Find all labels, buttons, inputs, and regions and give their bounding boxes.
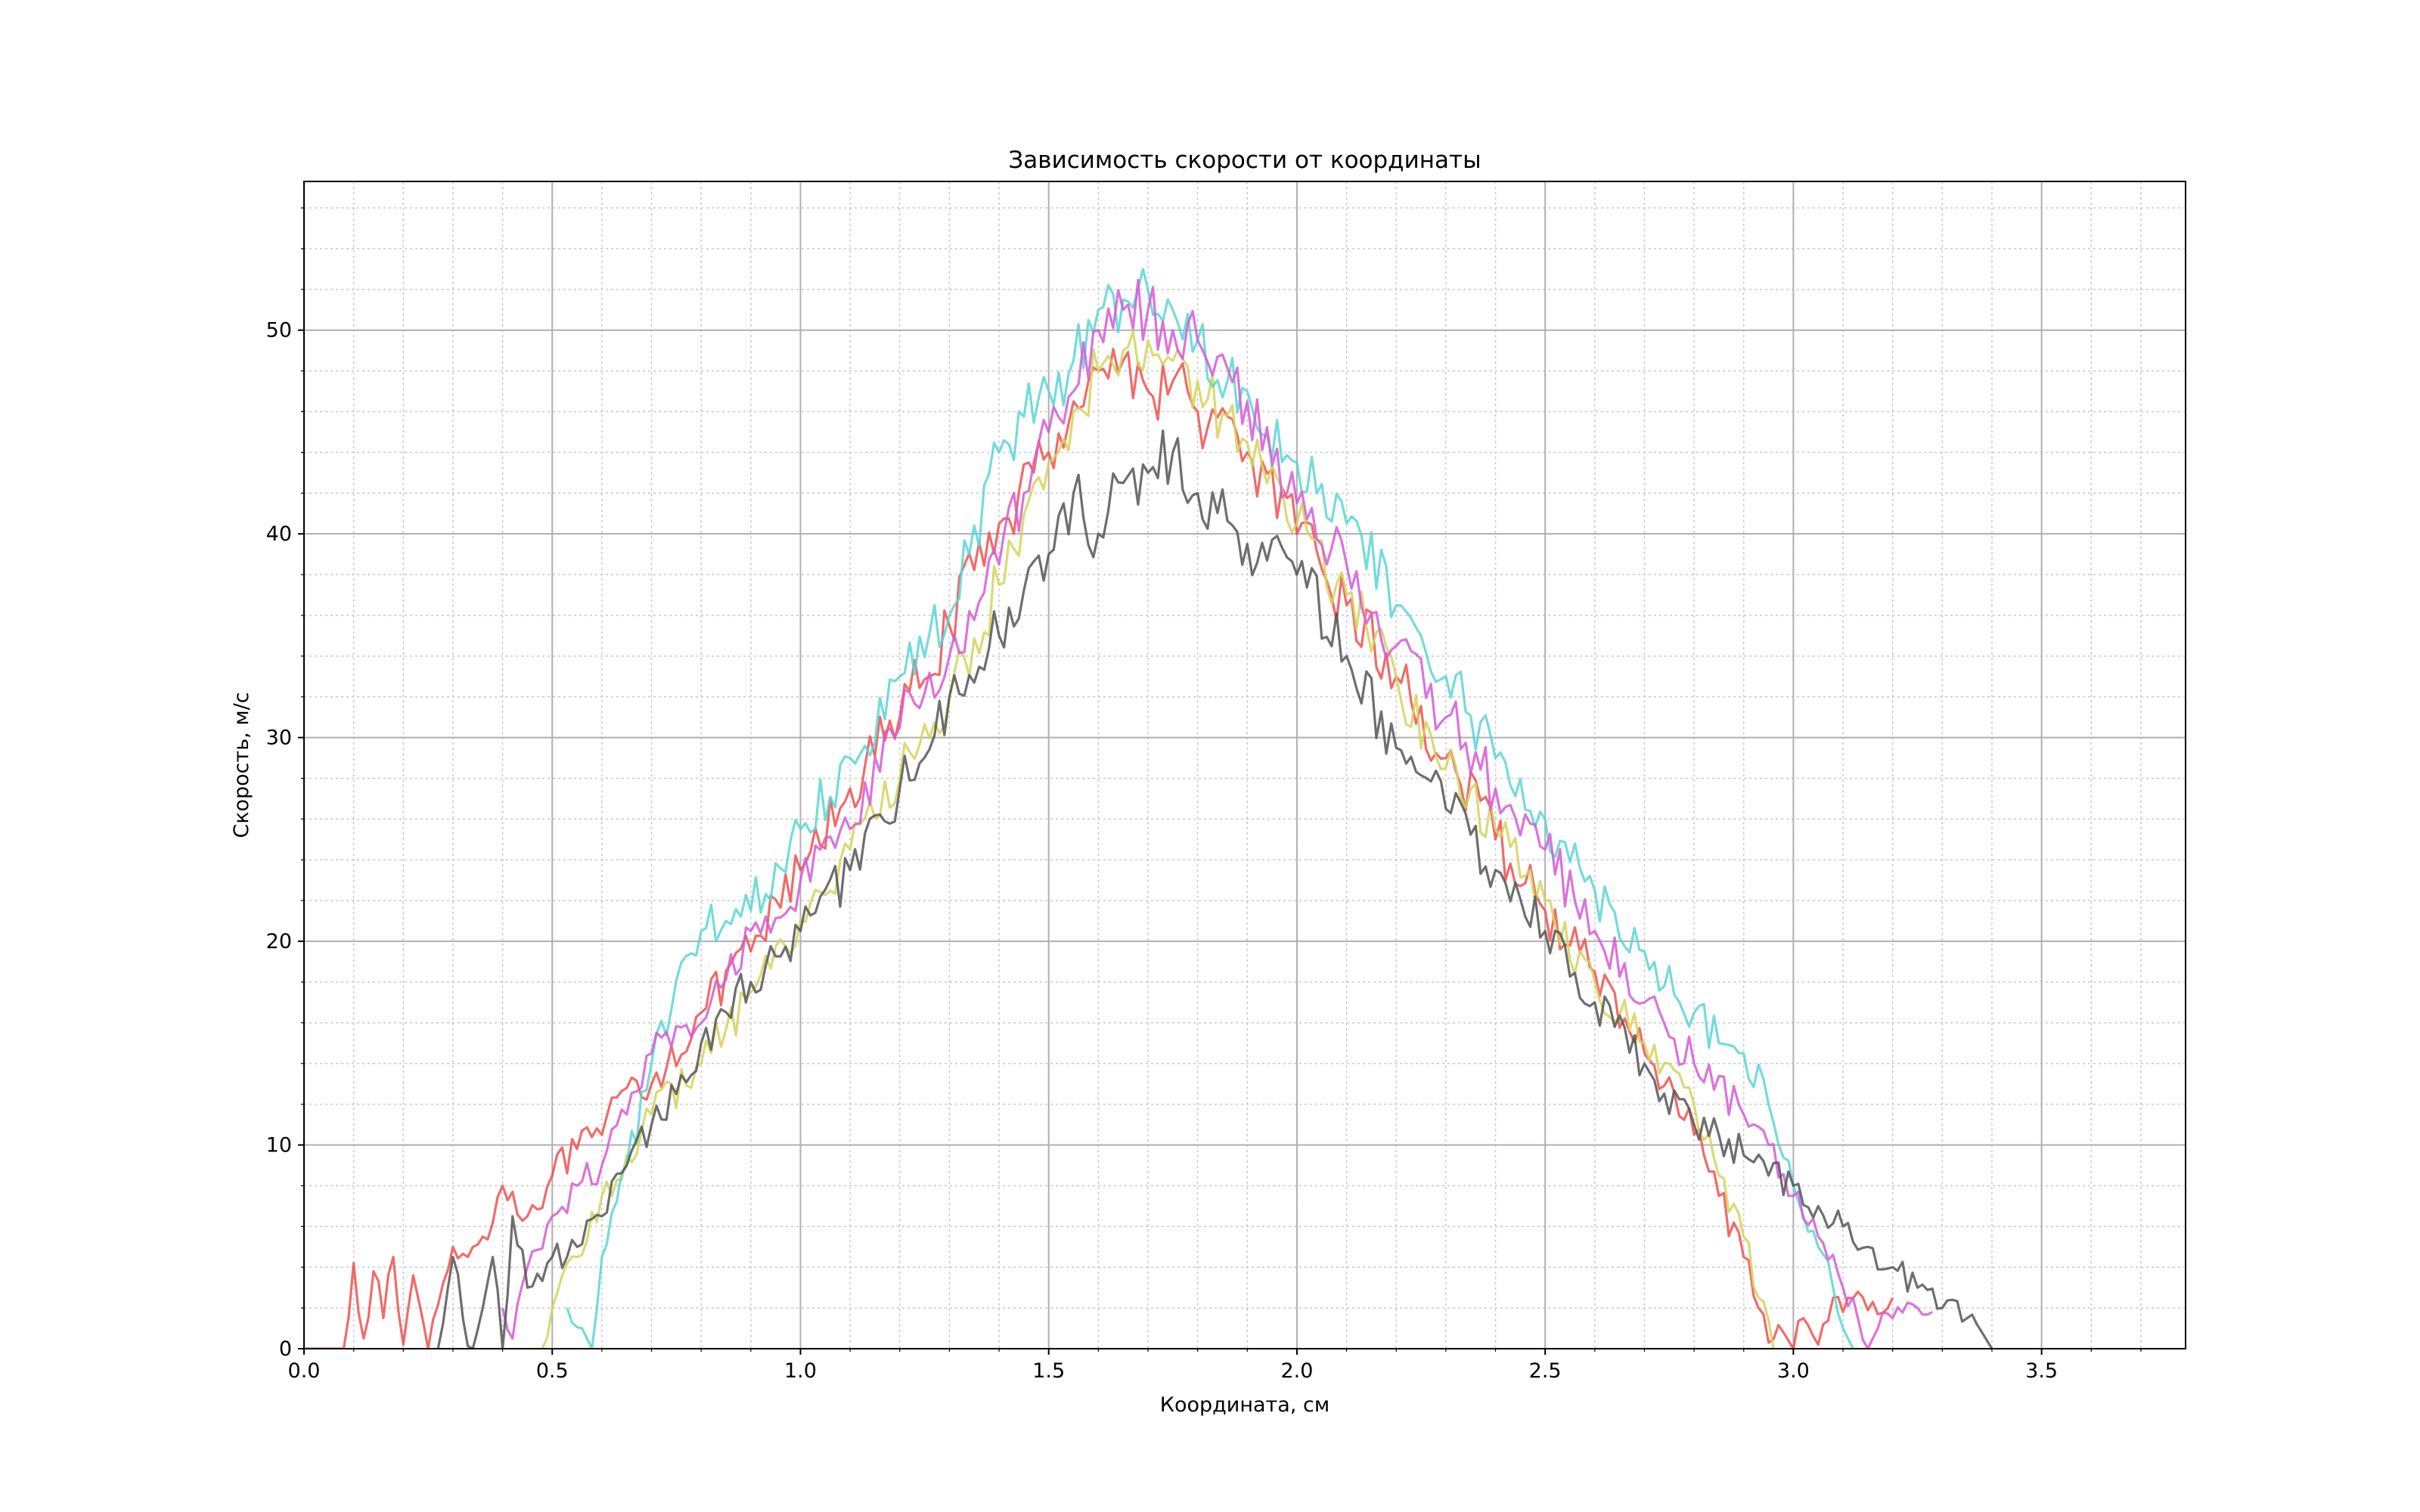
y-tick-label: 40 [266,522,292,546]
grid [303,181,2186,1349]
x-axis-label: Координата, см [1160,1393,1329,1417]
y-tick-label: 20 [266,930,292,953]
y-tick-label: 10 [266,1134,292,1157]
x-tick-label: 0.5 [536,1359,569,1383]
y-tick-label: 30 [266,727,292,750]
x-tick-label: 1.5 [1032,1359,1065,1383]
ticks [298,207,2142,1355]
chart-title: Зависимость скорости от координаты [1008,147,1481,174]
x-tick-label: 0.0 [288,1359,321,1383]
x-tick-label: 2.5 [1529,1359,1562,1383]
x-tick-label: 1.0 [784,1359,817,1383]
series-line-gray [436,429,1993,1349]
y-axis-label: Скорость, м/с [230,692,253,838]
y-tick-label: 50 [266,319,292,342]
x-tick-label: 3.5 [2025,1359,2058,1383]
series-line-cyan [566,268,1854,1349]
plot-frame [303,181,2186,1349]
y-tick-label: 0 [279,1337,292,1361]
series-line-magenta [501,278,1933,1349]
x-tick-label: 2.0 [1280,1359,1313,1383]
x-tick-label: 3.0 [1777,1359,1810,1383]
tick-labels: 0.0 0.5 1.0 1.5 2.0 2.5 3.0 3.5 0 10 20 30 40 50 [266,319,2058,1383]
series-layer [304,268,1993,1349]
